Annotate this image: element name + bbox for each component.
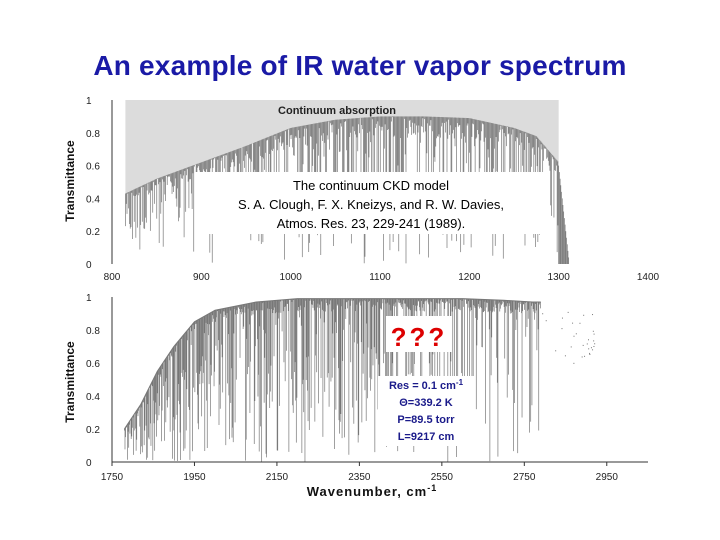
bottom-scatter-dot	[581, 356, 583, 358]
bottom-scatter-dot	[545, 320, 547, 322]
bottom-y-tick-label: 0.6	[86, 359, 100, 370]
ckd-reference-line-3: Atmos. Res. 23, 229-241 (1989).	[277, 216, 466, 231]
bottom-scatter-dot	[555, 350, 557, 352]
top-y-tick-label: 0	[86, 260, 92, 271]
params-box	[378, 376, 474, 446]
bottom-envelope	[123, 298, 541, 430]
bottom-x-tick-label: 2750	[513, 472, 536, 483]
top-x-tick-label: 1200	[458, 272, 481, 283]
bottom-scatter-dot	[589, 353, 591, 355]
bottom-scatter-dot	[567, 311, 569, 313]
top-y-tick-label: 0.6	[86, 162, 100, 173]
param-resolution: Res = 0.1 cm-1	[389, 378, 464, 392]
bottom-y-tick-label: 0	[86, 458, 92, 469]
bottom-scatter-dot	[586, 343, 588, 345]
bottom-scatter-dot	[593, 333, 595, 335]
top-y-tick-label: 0.4	[86, 194, 100, 205]
bottom-scatter-dot	[582, 344, 584, 346]
bottom-scatter-dot	[592, 314, 594, 316]
question-box	[386, 316, 452, 352]
top-y-tick-label: 0.2	[86, 227, 100, 238]
bottom-x-tick-label: 2950	[596, 472, 619, 483]
top-x-tick-label: 1000	[280, 272, 303, 283]
bottom-scatter-dot	[573, 335, 575, 337]
bottom-x-tick-label: 1750	[101, 472, 124, 483]
bottom-scatter-dot	[593, 340, 595, 342]
bottom-scatter-dot	[561, 317, 563, 319]
ckd-reference-line-2: S. A. Clough, F. X. Kneizys, and R. W. D…	[238, 197, 504, 212]
top-y-tick-label: 0.8	[86, 129, 100, 140]
top-x-tick-label: 800	[104, 272, 121, 283]
bottom-scatter-dot	[592, 330, 594, 332]
top-y-tick-label: 1	[86, 96, 92, 107]
top-continuum-region	[125, 100, 559, 194]
bottom-y-tick-label: 1	[86, 293, 92, 304]
bottom-scatter-dot	[584, 355, 586, 357]
top-x-tick-label: 900	[193, 272, 210, 283]
page-title: An example of IR water vapor spectrum	[93, 50, 627, 81]
param-pressure: P=89.5 torr	[397, 414, 455, 426]
bottom-scatter-dot	[564, 355, 566, 357]
bottom-scatter-dot	[579, 322, 581, 324]
bottom-scatter-dot	[588, 348, 590, 350]
bottom-chart: Transmittance 0 0.2 0.4 0.6 0.8 1 1750 1950 215…	[63, 293, 648, 499]
top-x-tick-label: 1400	[637, 272, 660, 283]
bottom-scatter-dot	[589, 352, 591, 354]
bottom-x-axis-label: Wavenumber, cm-1	[307, 483, 437, 499]
bottom-scatter-dot	[594, 343, 596, 345]
bottom-scatter-dot	[583, 314, 585, 316]
bottom-scatter-dot	[592, 349, 594, 351]
bottom-x-tick-label: 2550	[431, 472, 454, 483]
param-path-length: L=9217 cm	[398, 431, 455, 443]
bottom-scatter-dot	[570, 346, 572, 348]
bottom-scatter-dot	[561, 328, 563, 330]
bottom-y-tick-label: 0.4	[86, 392, 100, 403]
top-x-tick-label: 1100	[369, 272, 391, 283]
bottom-y-tick-label: 0.8	[86, 326, 100, 337]
continuum-absorption-label: Continuum absorption	[278, 105, 396, 117]
bottom-scatter-dot	[573, 362, 575, 364]
bottom-scatter-dot	[593, 345, 595, 347]
top-y-axis-label: Transmittance	[63, 140, 77, 222]
bottom-x-tick-label: 2350	[348, 472, 371, 483]
ckd-reference-box	[195, 172, 547, 234]
bottom-scatter-dot	[575, 333, 577, 335]
bottom-scatter-dot	[542, 313, 544, 315]
bottom-x-tick-label: 2150	[266, 472, 289, 483]
top-chart: Continuum absorption Transmittance 0 0.2 0…	[63, 96, 660, 283]
question-annotation: ???	[391, 322, 448, 352]
top-x-tick-label: 1300	[548, 272, 571, 283]
bottom-x-tick-label: 1950	[183, 472, 206, 483]
bottom-absorption-lines	[123, 298, 596, 462]
bottom-scatter-dot	[588, 339, 590, 341]
bottom-y-axis-label: Transmittance	[63, 341, 77, 423]
bottom-scatter-dot	[590, 347, 592, 349]
param-temperature: Θ=339.2 K	[399, 397, 453, 409]
bottom-y-tick-label: 0.2	[86, 425, 100, 436]
continuum-region	[125, 100, 559, 194]
bottom-scatter-dot	[572, 322, 574, 324]
ckd-reference-line-1: The continuum CKD model	[293, 178, 449, 193]
